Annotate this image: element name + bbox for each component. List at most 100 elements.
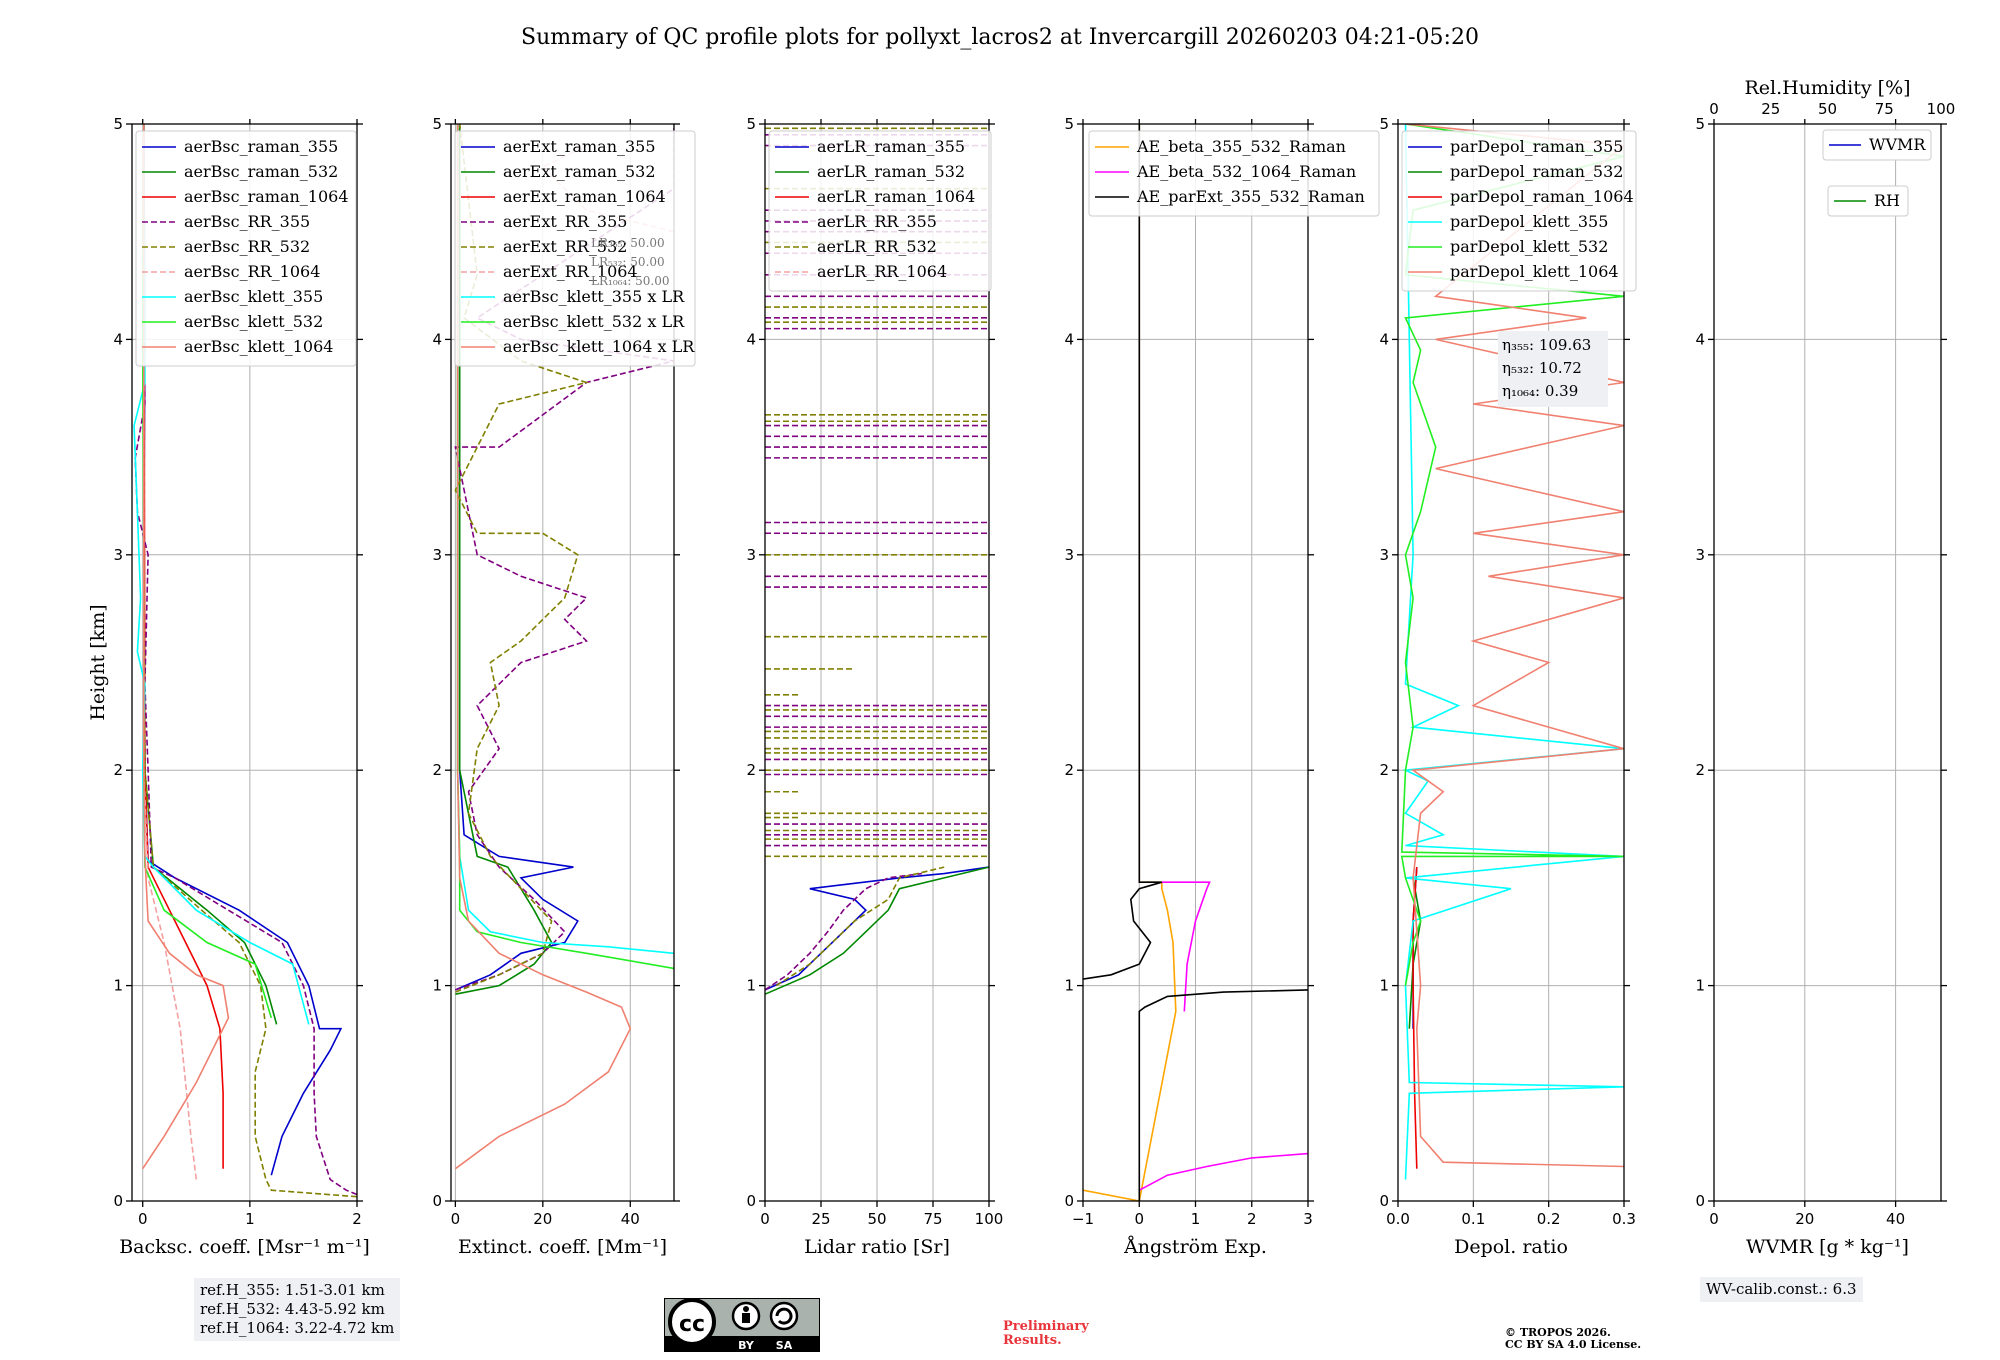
x-tick-label: 50	[867, 1210, 886, 1228]
x-axis-label: Ångström Exp.	[1123, 1236, 1267, 1258]
x-tick-label: 0.3	[1612, 1210, 1636, 1228]
series-line-aerbsc-rr-1064	[143, 124, 198, 1180]
series-line-aerlr-raman-532	[765, 866, 989, 995]
y-tick-label: 4	[1379, 330, 1389, 348]
legend-entry: parDepol_raman_1064	[1450, 187, 1634, 206]
legend-entry: aerBsc_raman_355	[184, 137, 338, 156]
y-tick-label: 3	[432, 546, 442, 564]
panel-depol: 0.0 0.1 0.2 0.3 0 1 2 3 4 5 Depol. ratio parDepol_r…	[1379, 115, 1637, 1258]
legend-entry: aerBsc_raman_1064	[184, 187, 349, 206]
y-tick-label: 1	[1064, 977, 1074, 995]
legend-entry: parDepol_raman_532	[1450, 162, 1623, 181]
x-axis-label: Extinct. coeff. [Mm⁻¹]	[458, 1236, 667, 1258]
y-tick-label: 0	[113, 1192, 123, 1210]
legend-entry: parDepol_klett_532	[1450, 237, 1608, 256]
x-tick-label: 2	[1247, 1210, 1257, 1228]
legend-entry: aerBsc_klett_355	[184, 287, 323, 306]
series-line-aerbsc-rr-532	[143, 124, 357, 1198]
eta-label: η₁₀₆₄: 0.39	[1502, 382, 1578, 400]
x-tick-label: 100	[975, 1210, 1004, 1228]
top-x-tick-label: 25	[1761, 100, 1780, 118]
series-line-aerbsc-raman-1064	[143, 124, 224, 1169]
legend-entry: AE_beta_532_1064_Raman	[1136, 162, 1356, 181]
y-tick-label: 4	[113, 330, 123, 348]
series-line-aerlr-rr-532	[775, 866, 945, 987]
legend-entry: aerBsc_klett_1064 x LR	[503, 337, 695, 356]
ref-height-1064: ref.H_1064: 3.22-4.72 km	[200, 1319, 395, 1337]
legend-box	[1822, 129, 1932, 161]
ref-height-532: ref.H_532: 4.43-5.92 km	[200, 1300, 385, 1318]
y-tick-label: 4	[432, 330, 442, 348]
legend-entry: aerBsc_klett_532	[184, 312, 323, 331]
y-tick-label: 2	[1379, 761, 1389, 779]
x-tick-label: 20	[1795, 1210, 1814, 1228]
panel-bsc: 0 1 2 0 1 2 3 4 5 Backsc. coeff. [Msr⁻¹ m⁻¹] Heigh…	[87, 115, 370, 1258]
y-axis-label: Height [km]	[87, 604, 109, 720]
legend-box	[1827, 185, 1909, 217]
series-line-aerbsc-klett-1064-x-lr	[454, 124, 632, 1170]
x-axis-label: WVMR [g * kg⁻¹]	[1746, 1236, 1909, 1258]
legend-entry: aerBsc_RR_532	[184, 237, 310, 256]
axes-frame	[1713, 123, 1942, 1202]
series-line-aerext-raman-355	[455, 124, 579, 991]
y-tick-label: 3	[746, 546, 756, 564]
series-line-aerext-raman-532	[455, 124, 553, 995]
y-tick-label: 5	[1064, 115, 1074, 133]
x-tick-label: 3	[1303, 1210, 1313, 1228]
legend-entry: aerBsc_raman_532	[184, 162, 338, 181]
y-tick-label: 5	[432, 115, 442, 133]
x-tick-label: 1	[245, 1210, 255, 1228]
y-tick-label: 2	[1695, 761, 1705, 779]
axes-frame	[450, 123, 675, 1202]
series-line-aerbsc-klett-1064	[142, 124, 230, 1170]
x-tick-label: 0	[451, 1210, 461, 1228]
top-x-axis-label: Rel.Humidity [%]	[1744, 77, 1910, 99]
lr-label: LR₁₀₆₄: 50.00	[591, 274, 669, 288]
y-tick-label: 1	[432, 977, 442, 995]
top-x-tick-label: 50	[1818, 100, 1837, 118]
y-tick-label: 0	[1064, 1192, 1074, 1210]
ref-height-355: ref.H_355: 1.51-3.01 km	[200, 1281, 385, 1299]
legend-box	[768, 130, 992, 292]
svg-text:SA: SA	[776, 1339, 793, 1352]
x-axis-label: Depol. ratio	[1454, 1236, 1568, 1258]
preliminary-results-note: Preliminary Results.	[1003, 1319, 1089, 1348]
x-axis-label: Lidar ratio [Sr]	[804, 1236, 950, 1258]
wv-calib-box: WV-calib.const.: 6.3	[1700, 1277, 1863, 1302]
panel-wv: 0 20 40 0 1 2 3 4 5 WVMR [g * kg⁻¹] 0 25 50 75 100 Rel.…	[1695, 77, 1955, 1258]
legend-entry: aerExt_RR_355	[503, 212, 627, 231]
x-tick-label: 0	[1709, 1210, 1719, 1228]
x-tick-label: 0	[1134, 1210, 1144, 1228]
legend-entry: aerExt_RR_532	[503, 237, 627, 256]
x-axis-label: Backsc. coeff. [Msr⁻¹ m⁻¹]	[119, 1236, 370, 1258]
legend-box	[454, 130, 696, 367]
x-tick-label: −1	[1072, 1210, 1094, 1228]
legend-entry: parDepol_raman_355	[1450, 137, 1623, 156]
copyright-note: © TROPOS 2026. CC BY SA 4.0 License.	[1505, 1326, 1642, 1351]
legend-entry: aerBsc_klett_1064	[184, 337, 333, 356]
x-tick-label: 40	[1886, 1210, 1905, 1228]
series-line-ae-beta-532-1064-raman-upper	[1161, 881, 1211, 1012]
lr-label: LR₅₃₂: 50.00	[591, 255, 665, 269]
y-tick-label: 3	[1379, 546, 1389, 564]
eta-label: η₅₃₂: 10.72	[1502, 359, 1582, 377]
y-tick-label: 3	[1695, 546, 1705, 564]
cc-by-sa-badge: cc BY SA	[664, 1298, 820, 1352]
y-tick-label: 5	[1695, 115, 1705, 133]
x-tick-label: 1	[1191, 1210, 1201, 1228]
y-tick-label: 1	[1379, 977, 1389, 995]
lr-label: LR₃₅₅: 50.00	[591, 236, 665, 250]
x-tick-label: 75	[923, 1210, 942, 1228]
y-tick-label: 0	[432, 1192, 442, 1210]
x-tick-label: 0	[760, 1210, 770, 1228]
y-tick-label: 2	[746, 761, 756, 779]
x-tick-label: 20	[533, 1210, 552, 1228]
y-tick-label: 1	[113, 977, 123, 995]
top-x-tick-label: 100	[1927, 100, 1956, 118]
axes-frame	[1397, 123, 1625, 1202]
y-tick-label: 3	[113, 546, 123, 564]
series-line-aerext-rr-532	[454, 124, 590, 993]
top-x-tick-label: 0	[1709, 100, 1719, 118]
series-line-ae-parext-355-532-raman-lower	[1138, 989, 1308, 1201]
top-x-tick-label: 75	[1875, 100, 1894, 118]
